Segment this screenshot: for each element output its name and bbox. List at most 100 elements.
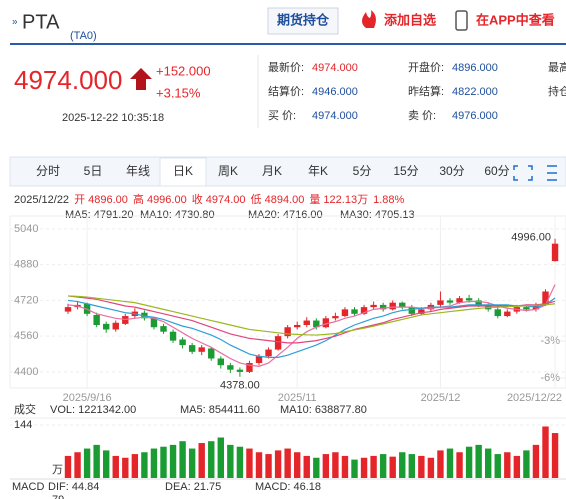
candle-body bbox=[227, 365, 234, 370]
candle-body bbox=[465, 298, 473, 301]
button[interactable]: 添加自选 bbox=[384, 12, 436, 27]
y-tick-label: 5040 bbox=[14, 223, 38, 235]
candle-body bbox=[523, 307, 530, 310]
volume-bar bbox=[465, 446, 473, 478]
ma-line bbox=[67, 297, 556, 358]
tab[interactable]: 5日 bbox=[84, 164, 103, 178]
volume-bar bbox=[236, 446, 244, 478]
plot-frame bbox=[9, 215, 566, 389]
tab[interactable]: 年线 bbox=[126, 164, 150, 178]
volume-bar bbox=[141, 452, 148, 478]
y-tick-label: 4720 bbox=[14, 294, 38, 306]
volume-bar bbox=[103, 450, 110, 478]
macd-label: MACD bbox=[12, 481, 44, 493]
candle-body bbox=[418, 309, 425, 314]
settings-icon[interactable] bbox=[547, 165, 557, 181]
x-tick-label: 2025/9/16 bbox=[63, 392, 112, 404]
volume-bar bbox=[64, 455, 72, 478]
ma-legend: MA20: 4716.00 bbox=[248, 209, 323, 221]
field-label: 持仓 bbox=[548, 84, 566, 98]
volume-bar bbox=[198, 443, 205, 478]
x-tick-label: 2025/12/22 bbox=[507, 392, 562, 404]
tab[interactable]: 日K bbox=[173, 164, 193, 178]
volume-bar bbox=[379, 454, 387, 478]
candle-body bbox=[437, 300, 444, 305]
candle-body bbox=[217, 358, 224, 366]
volume-bar bbox=[188, 448, 196, 478]
tab[interactable]: 分时 bbox=[36, 164, 60, 178]
button[interactable]: 在APP中查看 bbox=[476, 12, 555, 27]
tab[interactable]: 30分 bbox=[439, 164, 464, 178]
change: +152.000 bbox=[156, 63, 211, 78]
ma-legend: MA30: 4705.13 bbox=[340, 209, 415, 221]
candle-body bbox=[322, 318, 330, 328]
candle-body bbox=[112, 322, 119, 330]
candle-body bbox=[332, 316, 339, 319]
tab[interactable]: 15分 bbox=[393, 164, 418, 178]
volume-bar bbox=[303, 455, 310, 478]
volume-legend: MA5: 854411.60 bbox=[180, 404, 260, 416]
volume-bar bbox=[131, 454, 139, 478]
volume-label: 成交 bbox=[14, 402, 36, 416]
volume-bar bbox=[83, 448, 91, 478]
volume-bar bbox=[179, 441, 186, 478]
volume-bar bbox=[150, 448, 158, 478]
candle-body bbox=[150, 318, 158, 328]
active-tab bbox=[159, 157, 207, 187]
x-tick-label: 2025/12 bbox=[421, 392, 461, 404]
candle-body bbox=[389, 302, 396, 310]
candle-body bbox=[408, 307, 415, 314]
volume-bar bbox=[360, 457, 368, 478]
field-label: 买 价: bbox=[268, 109, 296, 122]
candle-body bbox=[160, 326, 167, 332]
field-value: 4946.000 bbox=[312, 86, 358, 98]
info-item: 量 122.13万 bbox=[309, 193, 368, 206]
volume-bar bbox=[370, 455, 377, 478]
tab[interactable]: 年K bbox=[308, 164, 328, 178]
y2-tick-label: -3% bbox=[540, 335, 560, 347]
button-box[interactable] bbox=[267, 7, 339, 35]
candle-body bbox=[360, 307, 368, 314]
tab[interactable]: 5分 bbox=[353, 164, 372, 178]
change-pct: +3.15% bbox=[156, 85, 201, 100]
header-line bbox=[10, 43, 566, 45]
candle-body bbox=[274, 336, 282, 350]
field-value: 4974.000 bbox=[312, 62, 358, 74]
volume-bar bbox=[313, 457, 320, 478]
volume-bar bbox=[294, 452, 301, 478]
volume-bar bbox=[351, 459, 358, 478]
info-item: 1.88% bbox=[373, 194, 404, 206]
volume-bar bbox=[322, 454, 330, 478]
y-tick-label: 144 bbox=[14, 419, 32, 431]
candle-body bbox=[370, 304, 377, 308]
candle-body bbox=[188, 345, 196, 352]
volume-bar bbox=[93, 444, 100, 478]
tab[interactable]: 60分 bbox=[484, 164, 509, 178]
candle-body bbox=[255, 356, 263, 363]
candle-body bbox=[179, 339, 186, 346]
volume-legend: VOL: 1221342.00 bbox=[50, 404, 136, 416]
macd-legend: MACD: 46.18 bbox=[255, 481, 321, 493]
volume-bar bbox=[399, 452, 406, 478]
volume-bar bbox=[274, 450, 282, 478]
tab[interactable]: 月K bbox=[262, 164, 282, 178]
tab[interactable]: 周K bbox=[218, 164, 238, 178]
candle-body bbox=[504, 311, 511, 317]
button[interactable]: 期货持仓 bbox=[277, 12, 330, 27]
volume-unit: 万 bbox=[52, 464, 63, 476]
candle-body bbox=[198, 347, 205, 352]
volume-bar bbox=[160, 446, 167, 478]
volume-bar bbox=[551, 433, 559, 478]
candle-body bbox=[351, 309, 358, 314]
candle-body bbox=[208, 348, 215, 359]
candle-body bbox=[265, 349, 272, 357]
volume-bar bbox=[284, 448, 291, 478]
expand-icon[interactable] bbox=[513, 165, 533, 181]
info-item: 收 4974.00 bbox=[192, 192, 246, 206]
candle-body bbox=[399, 302, 406, 308]
y-tick-label: 4880 bbox=[14, 259, 38, 271]
volume-bar bbox=[408, 454, 415, 478]
volume-bar bbox=[542, 426, 549, 478]
symbol-icon: » bbox=[12, 17, 18, 28]
